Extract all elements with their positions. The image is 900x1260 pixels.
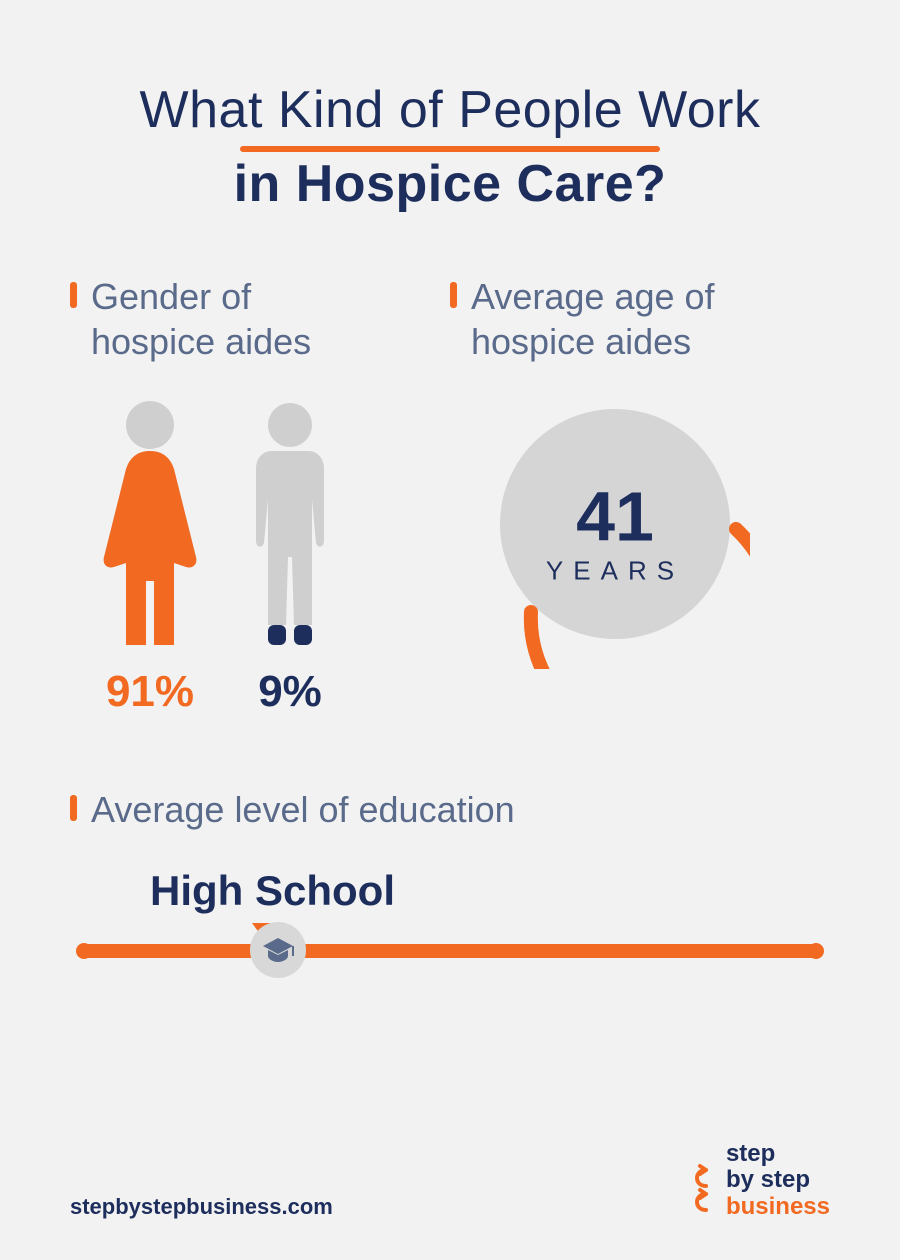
age-text: 41 YEARS <box>546 482 684 587</box>
age-circle: 41 YEARS <box>480 399 750 669</box>
age-value: 41 <box>546 482 684 552</box>
gender-heading-l1: Gender of <box>91 276 251 317</box>
education-stat: Average level of education High School <box>70 787 830 958</box>
graduation-cap-icon <box>261 936 295 964</box>
female-icon <box>90 399 210 649</box>
age-stat: Average age of hospice aides 41 YEARS <box>450 274 830 717</box>
age-heading-l2: hospice aides <box>471 321 691 362</box>
bullet-icon <box>70 282 77 308</box>
education-heading: Average level of education <box>70 787 830 832</box>
gender-heading: Gender of hospice aides <box>70 274 450 364</box>
male-percent: 9% <box>258 667 322 717</box>
step-arrows-icon <box>686 1146 722 1216</box>
male-figure: 9% <box>240 399 340 717</box>
education-heading-text: Average level of education <box>91 787 515 832</box>
gender-heading-text: Gender of hospice aides <box>91 274 311 364</box>
education-badge <box>250 922 306 978</box>
education-track <box>80 944 820 958</box>
stats-row: Gender of hospice aides 91% 9% <box>70 274 830 717</box>
title-line1: What Kind of People Work <box>140 80 761 140</box>
gender-figures: 91% 9% <box>70 399 450 717</box>
age-heading: Average age of hospice aides <box>450 274 830 364</box>
title-line2: in Hospice Care? <box>70 154 830 214</box>
infographic-title: What Kind of People Work in Hospice Care… <box>70 80 830 214</box>
footer-url: stepbystepbusiness.com <box>70 1194 333 1220</box>
gender-stat: Gender of hospice aides 91% 9% <box>70 274 450 717</box>
bullet-icon <box>70 795 77 821</box>
logo-line2: by step <box>726 1167 830 1193</box>
female-percent: 91% <box>106 667 194 717</box>
gender-heading-l2: hospice aides <box>91 321 311 362</box>
female-figure: 91% <box>90 399 210 717</box>
logo-line1: step <box>726 1141 830 1167</box>
age-unit: YEARS <box>546 556 684 587</box>
logo-line3: business <box>726 1194 830 1220</box>
age-heading-text: Average age of hospice aides <box>471 274 715 364</box>
education-label: High School <box>150 867 830 915</box>
logo: step by step business <box>726 1141 830 1220</box>
title-underline <box>240 146 660 152</box>
bullet-icon <box>450 282 457 308</box>
footer: stepbystepbusiness.com step by step busi… <box>70 1141 830 1220</box>
male-icon <box>240 399 340 649</box>
age-heading-l1: Average age of <box>471 276 715 317</box>
